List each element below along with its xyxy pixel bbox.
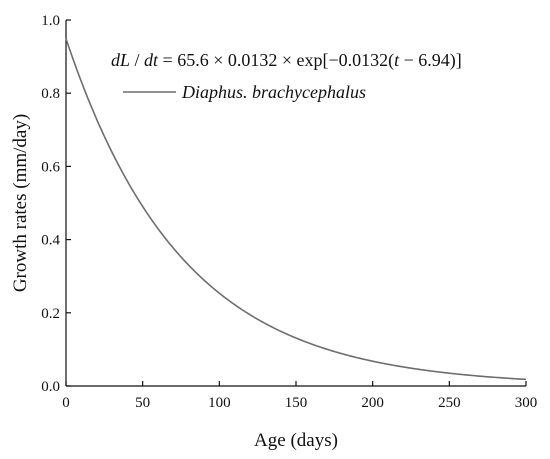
x-ticks: 0 50 100 150 200 250 300: [62, 381, 537, 411]
x-tick-label: 0: [62, 395, 70, 411]
x-tick-label: 300: [515, 395, 538, 411]
y-tick-label: 0.4: [41, 233, 60, 249]
y-tick-label: 0.6: [41, 159, 60, 175]
y-tick-label: 0.8: [41, 86, 60, 102]
y-axis-label: Growth rates (mm/day): [10, 114, 31, 292]
legend-label-series: Diaphus. brachycephalus: [181, 82, 366, 102]
y-ticks: 0.0 0.2 0.4 0.6 0.8 1.0: [41, 13, 71, 395]
x-tick-label: 250: [438, 395, 461, 411]
x-tick-label: 200: [361, 395, 384, 411]
x-tick-label: 100: [208, 395, 231, 411]
series-line-diaphus-brachycephalus: [65, 38, 527, 381]
y-tick-label: 0.2: [41, 306, 60, 322]
x-tick-label: 150: [285, 395, 308, 411]
y-tick-label: 0.0: [41, 379, 60, 395]
plot-area: 0 50 100 150 200 250 300 0.0 0.2 0.4 0.6 0.8 1.0: [41, 13, 537, 411]
equation-text: dL / dt = 65.6 × 0.0132 × exp[−0.0132(t …: [111, 50, 462, 71]
y-tick-label: 1.0: [41, 13, 60, 29]
legend: Diaphus. brachycephalus: [123, 82, 366, 102]
x-tick-label: 50: [135, 395, 150, 411]
x-axis-label: Age (days): [254, 430, 338, 451]
